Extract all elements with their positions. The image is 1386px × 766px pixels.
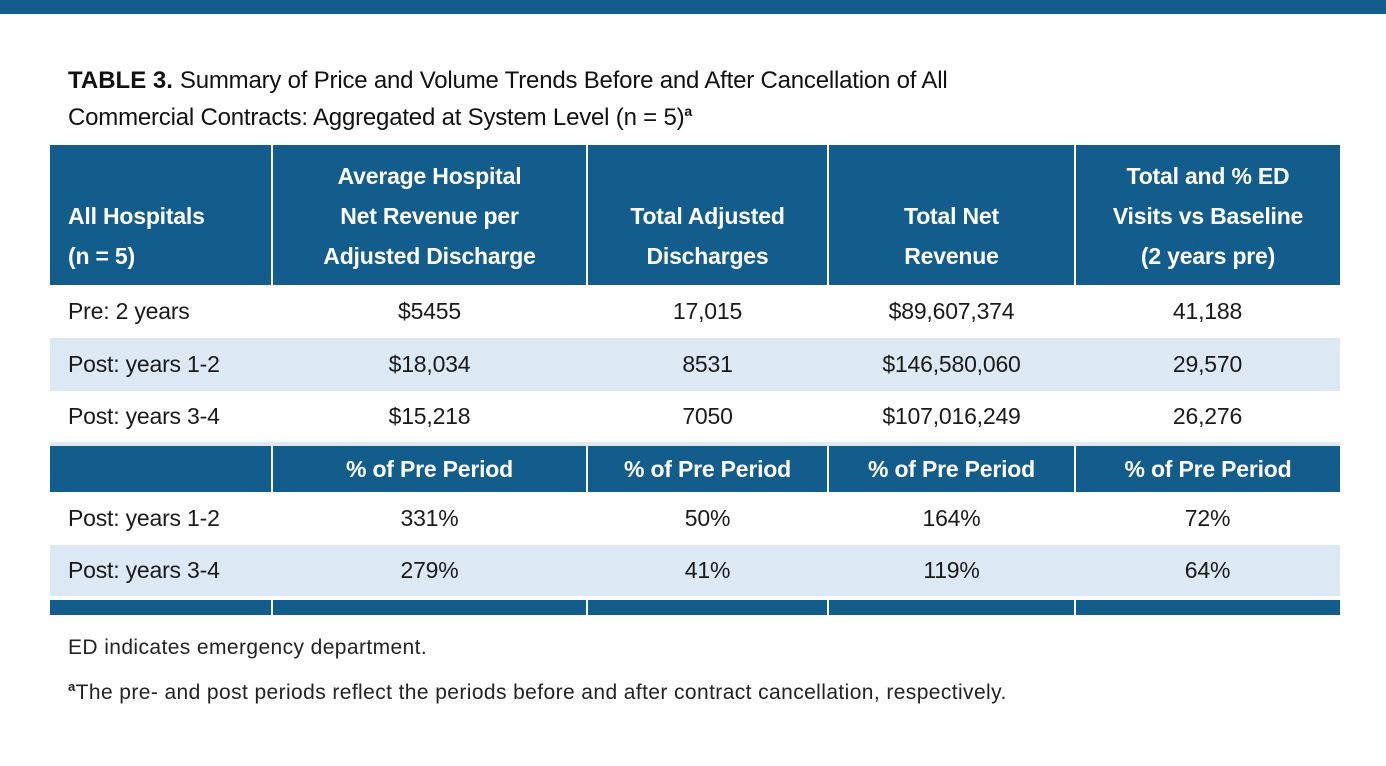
row-label: Post: years 1-2 (50, 338, 272, 391)
header-line: Net Revenue per (340, 203, 519, 229)
row-label: Post: years 3-4 (50, 545, 272, 598)
subheader-row-pct-of-pre-period: % of Pre Period % of Pre Period % of Pre… (50, 442, 1340, 492)
table-number-label: TABLE 3. (68, 67, 173, 94)
footnote-text: ED indicates emergency department. (68, 636, 428, 659)
header-line: Total Adjusted (630, 203, 785, 229)
table-cell: $89,607,374 (888, 298, 1015, 324)
bottom-rule-segment (1074, 596, 1340, 615)
table-cell: 72% (1184, 505, 1231, 531)
footnote-text: The pre- and post periods reflect the pe… (75, 681, 1007, 704)
title-line-2: Commercial Contracts: Aggregated at Syst… (68, 99, 1340, 136)
col-header-total-net-revenue: Total Net Revenue (827, 145, 1075, 285)
header-row: All Hospitals (n = 5) Average Hospital N… (50, 145, 1340, 285)
header-line: Average Hospital (337, 163, 522, 189)
row-label: Post: years 1-2 (68, 505, 220, 531)
table-cell: $15,218 (388, 403, 471, 429)
col-header-ed-visits: Total and % ED Visits vs Baseline (2 yea… (1074, 145, 1340, 285)
page-content: TABLE 3. Summary of Price and Volume Tren… (0, 62, 1386, 707)
table-cell: 41,188 (1172, 298, 1243, 324)
table-row-pct-post-years-1-2: Post: years 1-2 331% 50% 164% 72% (50, 492, 1340, 545)
table-cell: 164% (922, 505, 981, 531)
col-header-total-adjusted-discharges: Total Adjusted Discharges (586, 145, 828, 285)
table-body: Pre: 2 years $5455 17,015 $89,607,374 41… (50, 285, 1340, 615)
table-cell: $146,580,060 (828, 338, 1075, 391)
table-cell: 279% (272, 545, 587, 598)
subheader-cell: % of Pre Period (1074, 442, 1340, 492)
bottom-rule-segment (827, 596, 1075, 615)
bottom-rule-segment (586, 596, 828, 615)
footnote-marker: a (68, 679, 76, 694)
subheader-cell: % of Pre Period (586, 442, 828, 492)
row-label: Post: years 3-4 (68, 403, 220, 429)
col-header-all-hospitals: All Hospitals (n = 5) (50, 145, 272, 285)
page-top-rule (0, 0, 1386, 14)
header-line: (n = 5) (68, 243, 135, 269)
header-line: Revenue (904, 243, 999, 269)
header-line: Total Net (904, 203, 999, 229)
footnotes: ED indicates emergency department. aThe … (68, 634, 1340, 707)
table-cell: $5455 (398, 298, 461, 324)
table-cell: 7050 (682, 403, 733, 429)
header-line: Discharges (646, 243, 769, 269)
table-cell: 41% (587, 545, 828, 598)
table-cell: 8531 (587, 338, 828, 391)
table-cell: 64% (1075, 545, 1340, 598)
table-bottom-rule (50, 596, 1340, 615)
header-line: (2 years pre) (1140, 243, 1276, 269)
table-row-pre-2-years: Pre: 2 years $5455 17,015 $89,607,374 41… (50, 285, 1340, 338)
title-footnote-marker: a (684, 103, 693, 119)
header-line: Visits vs Baseline (1112, 203, 1304, 229)
table-cell: 29,570 (1075, 338, 1340, 391)
row-label: Pre: 2 years (68, 298, 190, 324)
table-cell: 50% (684, 505, 731, 531)
table-cell: 119% (828, 545, 1075, 598)
table-header: All Hospitals (n = 5) Average Hospital N… (50, 145, 1340, 285)
table-cell: 17,015 (672, 298, 743, 324)
header-line: Adjusted Discharge (323, 243, 536, 269)
subheader-empty-cell (50, 442, 272, 492)
table-cell: 331% (400, 505, 459, 531)
bottom-rule-segment (50, 596, 272, 615)
table-title: TABLE 3. Summary of Price and Volume Tren… (68, 62, 1340, 136)
table-row-post-years-3-4: Post: years 3-4 $15,218 7050 $107,016,24… (50, 391, 1340, 444)
subheader-cell: % of Pre Period (271, 442, 587, 492)
footnote-ed-abbreviation: ED indicates emergency department. (68, 634, 1340, 662)
title-text-line-2: Commercial Contracts: Aggregated at Syst… (68, 104, 685, 131)
header-line: Total and % ED (1126, 163, 1290, 189)
title-text-line-1: Summary of Price and Volume Trends Befor… (179, 67, 948, 94)
col-header-net-revenue-per-discharge: Average Hospital Net Revenue per Adjuste… (271, 145, 587, 285)
header-line: All Hospitals (68, 203, 205, 229)
table-cell: $107,016,249 (882, 403, 1021, 429)
table-row-post-years-1-2: Post: years 1-2 $18,034 8531 $146,580,06… (50, 338, 1340, 391)
subheader-cell: % of Pre Period (827, 442, 1075, 492)
summary-table: All Hospitals (n = 5) Average Hospital N… (50, 145, 1340, 615)
table-cell: 26,276 (1172, 403, 1243, 429)
title-line-1: TABLE 3. Summary of Price and Volume Tren… (68, 62, 1340, 99)
table-row-pct-post-years-3-4: Post: years 3-4 279% 41% 119% 64% (50, 545, 1340, 598)
bottom-rule-segment (271, 596, 587, 615)
table-cell: $18,034 (272, 338, 587, 391)
footnote-pre-post-definition: aThe pre- and post periods reflect the p… (68, 679, 1340, 707)
